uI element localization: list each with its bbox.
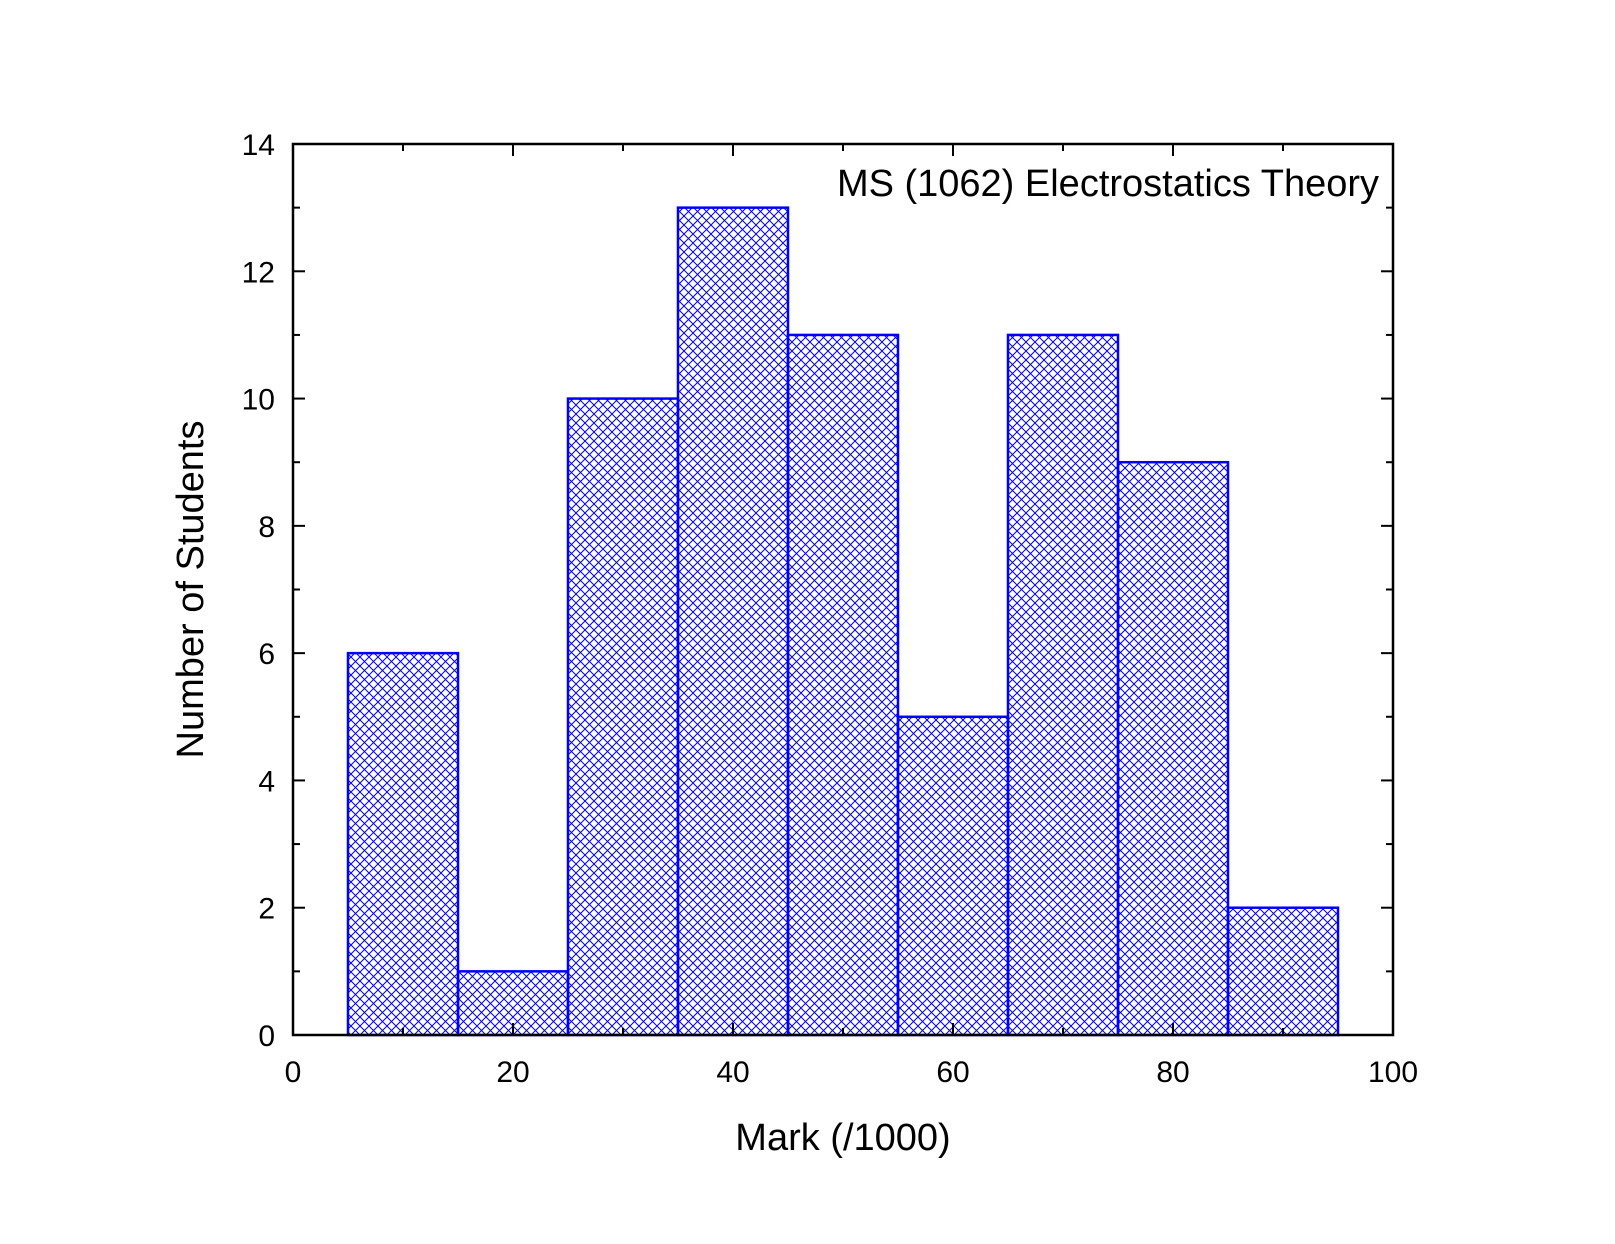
y-tick-label: 8: [258, 511, 275, 544]
y-axis-title: Number of Students: [170, 421, 212, 759]
histogram-bar: [676, 206, 790, 1037]
x-tick-label: 60: [936, 1056, 969, 1089]
y-tick-label: 6: [258, 638, 275, 671]
histogram-bar: [1116, 460, 1230, 1037]
x-tick-label: 0: [285, 1056, 302, 1089]
histogram-bar: [786, 333, 900, 1037]
histogram-bar: [1006, 333, 1120, 1037]
histogram-bar: [566, 397, 680, 1037]
histogram-bar: [896, 715, 1010, 1037]
x-axis-title: Mark (/1000): [735, 1117, 950, 1159]
x-tick-label: 40: [716, 1056, 749, 1089]
chart-title: MS (1062) Electrostatics Theory: [837, 163, 1379, 205]
y-tick-label: 14: [242, 129, 275, 162]
histogram-bar: [1226, 906, 1340, 1037]
y-tick-label: 10: [242, 384, 275, 417]
y-tick-label: 2: [258, 893, 275, 926]
x-tick-label: 20: [496, 1056, 529, 1089]
y-tick-label: 4: [258, 765, 275, 798]
y-tick-label: 0: [258, 1020, 275, 1053]
ticks-layer: [292, 143, 1394, 1036]
labels-layer: 0 20 40 60 80 100 0 2 4 6 8 10 12 14: [242, 129, 1418, 1089]
histogram-bar: [346, 651, 460, 1037]
x-tick-label: 100: [1368, 1056, 1418, 1089]
y-tick-label: 12: [242, 256, 275, 289]
bars-layer: [346, 206, 1340, 1037]
x-tick-label: 80: [1156, 1056, 1189, 1089]
